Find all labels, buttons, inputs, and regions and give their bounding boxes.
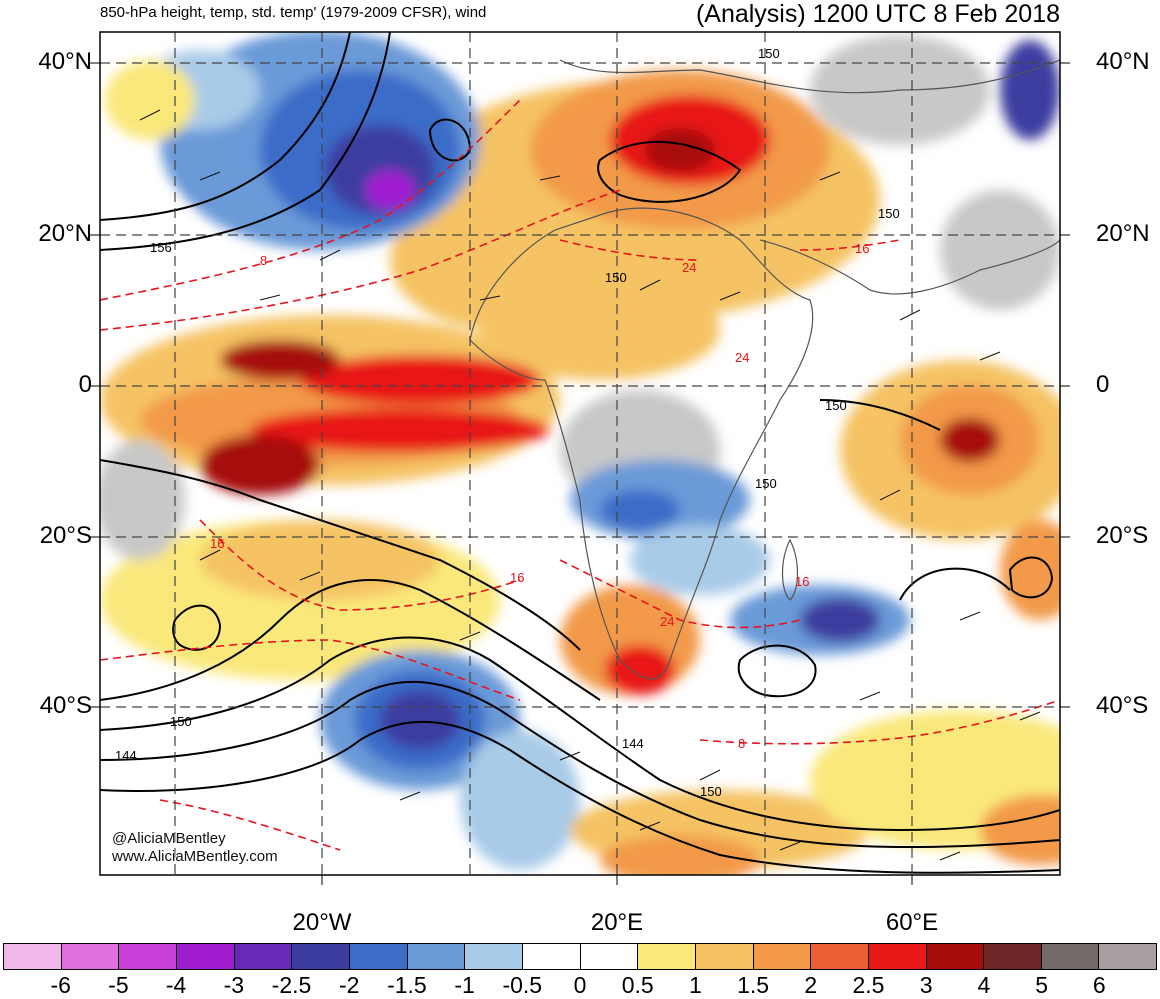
temperature-contours	[100, 99, 1060, 851]
temperature-label: 16	[795, 574, 809, 589]
colorbar-tick-label: -4	[165, 972, 187, 998]
colorbar-tick-label: -1	[454, 972, 475, 998]
lon-label: 20°E	[590, 909, 644, 936]
colorbar-swatch	[234, 944, 293, 969]
weather-map: 150 156 150 150 150 150 144 150 144 150 …	[90, 31, 1070, 885]
colorbar-swatch	[695, 944, 754, 969]
colorbar-swatch	[465, 944, 523, 969]
colorbar-swatch	[753, 944, 812, 969]
colorbar-tick-label: 3	[919, 972, 933, 998]
lat-label-left: 20°S	[39, 522, 92, 549]
colorbar-tick-label: -2	[338, 972, 360, 998]
height-label: 150	[605, 270, 627, 285]
height-label: 144	[115, 748, 137, 763]
colorbar-tick-label: -6	[50, 972, 71, 998]
colorbar-swatch	[926, 944, 985, 969]
colorbar-swatch	[119, 944, 177, 969]
colorbar-tick-label: 6	[1092, 972, 1106, 998]
axis-ticks	[90, 62, 1070, 885]
height-label: 150	[825, 398, 847, 413]
colorbar-swatch	[811, 944, 869, 969]
colorbar-swatch	[176, 944, 235, 969]
lon-label: 20°W	[292, 909, 352, 936]
map-subtitle: 850-hPa height, temp, std. temp' (1979-2…	[100, 4, 487, 21]
temperature-label: 8	[738, 736, 745, 751]
coastlines	[469, 59, 1060, 680]
colorbar-swatch	[638, 944, 696, 969]
lat-label-left: 40°N	[38, 48, 92, 75]
height-label: 150	[755, 476, 777, 491]
colorbar-tick-label: 1	[688, 972, 702, 998]
colorbar-tick-label: -3	[223, 972, 245, 998]
height-label: 150	[170, 714, 192, 729]
colorbar-swatch	[349, 944, 408, 969]
lat-label-right: 40°N	[1096, 48, 1150, 75]
temperature-label: 8	[260, 253, 267, 268]
lat-label-left: 20°N	[38, 220, 92, 247]
map-frame	[99, 31, 1061, 876]
colorbar-tick-label: 5	[1035, 972, 1048, 998]
lat-label-left: 40°S	[39, 692, 92, 719]
colorbar-swatch	[61, 944, 120, 969]
temperature-label: 16	[510, 570, 524, 585]
temperature-label: 24	[682, 260, 696, 275]
credit-handle: @AliciaMBentley	[112, 830, 226, 847]
map-title: (Analysis) 1200 UTC 8 Feb 2018	[695, 0, 1060, 28]
graticule	[100, 32, 1060, 875]
colorbar-swatch	[407, 944, 466, 969]
lat-label-right: 20°S	[1096, 522, 1149, 549]
height-label: 150	[758, 46, 780, 61]
colorbar	[3, 943, 1157, 970]
colorbar-tick-label: -1.5	[387, 972, 427, 998]
colorbar-swatch	[1099, 944, 1157, 969]
colorbar-swatch	[984, 944, 1042, 969]
height-label: 150	[700, 784, 722, 799]
lat-label-right: 20°N	[1096, 220, 1150, 247]
colorbar-swatch	[522, 944, 581, 969]
wind-barbs	[139, 109, 1041, 861]
colorbar-tick-label: 0	[573, 972, 587, 998]
contour-labels: 150 156 150 150 150 150 144 150 144 150 …	[115, 46, 900, 799]
colorbar-swatch	[868, 944, 927, 969]
colorbar-swatch	[292, 944, 350, 969]
height-contours	[100, 32, 1060, 874]
colorbar-swatch	[4, 944, 62, 969]
colorbar-tick-label: 0.5	[621, 972, 654, 998]
colorbar-tick-label: 2.5	[852, 972, 885, 998]
temperature-label: 16	[210, 536, 224, 551]
colorbar-tick-label: -5	[108, 972, 129, 998]
height-label: 156	[150, 240, 172, 255]
colorbar-tick-label: 1.5	[737, 972, 770, 998]
height-label: 144	[622, 736, 644, 751]
credit: @AliciaMBentley www.AliciaMBentley.com	[112, 830, 278, 866]
temperature-label: 24	[735, 350, 749, 365]
lon-label: 60°E	[885, 909, 939, 936]
colorbar-tick-label: 4	[977, 972, 991, 998]
height-label: 150	[878, 206, 900, 221]
lat-label-right: 40°S	[1096, 692, 1149, 719]
colorbar-tick-label: -2.5	[271, 972, 312, 998]
temperature-label: 16	[855, 241, 869, 256]
credit-website: www.AliciaMBentley.com	[112, 848, 278, 865]
lat-label-right: 0	[1096, 371, 1110, 398]
lat-label-left: 0	[78, 371, 92, 398]
colorbar-swatch	[1041, 944, 1100, 969]
colorbar-swatch	[580, 944, 639, 969]
colorbar-tick-label: 2	[804, 972, 818, 998]
temperature-label: 24	[660, 614, 674, 629]
colorbar-tick-label: -0.5	[502, 972, 543, 998]
